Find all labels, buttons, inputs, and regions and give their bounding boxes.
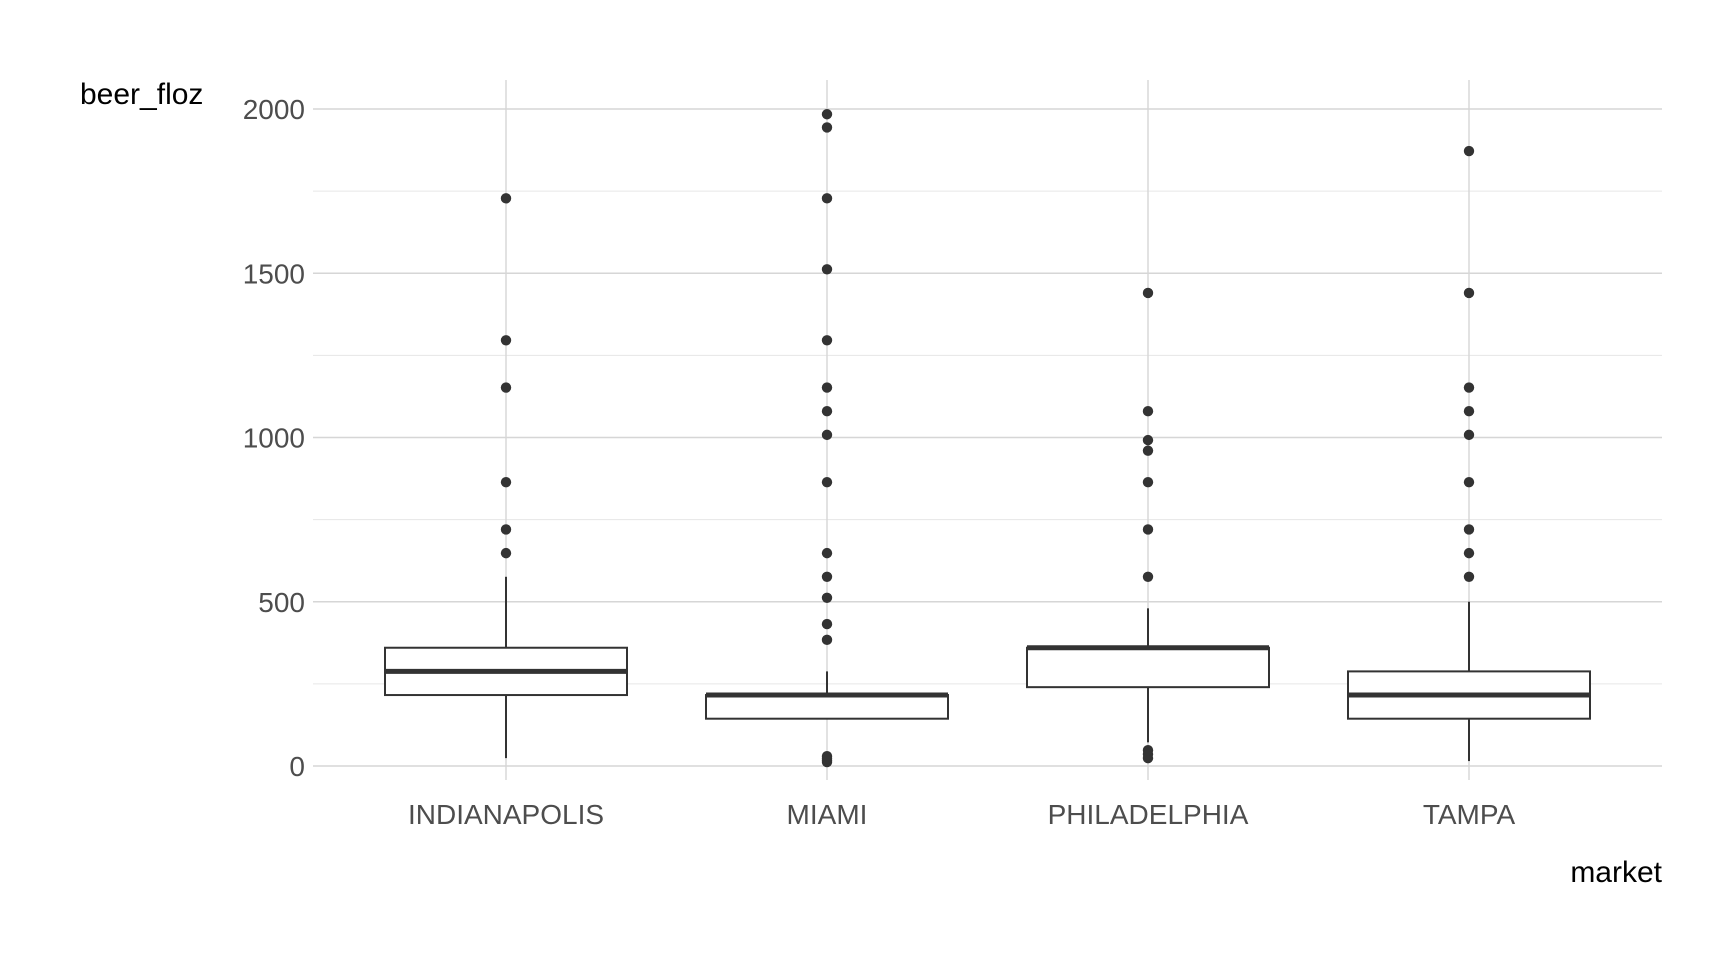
outlier-point bbox=[1463, 382, 1475, 393]
outlier-point bbox=[821, 547, 833, 559]
outlier-point bbox=[821, 571, 833, 582]
outlier-point bbox=[1463, 406, 1475, 417]
outlier-point bbox=[1463, 524, 1475, 535]
outlier-point bbox=[821, 406, 833, 417]
outlier-point bbox=[1463, 429, 1475, 441]
box-group bbox=[1026, 287, 1270, 764]
box-group bbox=[1347, 145, 1591, 762]
outlier-point bbox=[821, 592, 833, 604]
outlier-point bbox=[821, 193, 833, 204]
outlier-point bbox=[500, 524, 512, 535]
x-tick-label: MIAMI bbox=[787, 799, 868, 830]
x-tick-label: INDIANAPOLIS bbox=[408, 799, 604, 830]
outlier-point bbox=[1142, 524, 1154, 535]
outlier-point bbox=[821, 476, 833, 488]
outlier-point bbox=[500, 335, 512, 346]
outlier-point bbox=[821, 109, 833, 120]
x-axis-ticks: INDIANAPOLIS MIAMI PHILADELPHIA TAMPA bbox=[408, 799, 1515, 830]
outlier-point bbox=[500, 193, 512, 204]
outlier-point bbox=[1463, 547, 1475, 559]
outlier-point bbox=[1142, 406, 1154, 417]
y-tick-label: 0 bbox=[289, 751, 305, 782]
box-group bbox=[384, 193, 628, 759]
outlier-point bbox=[821, 382, 833, 393]
box-iqr bbox=[705, 694, 949, 720]
y-axis-ticks: 0 500 1000 1500 2000 bbox=[243, 94, 305, 782]
outlier-point bbox=[1463, 145, 1475, 157]
outlier-point bbox=[500, 547, 512, 559]
box-group bbox=[705, 109, 949, 768]
outlier-point bbox=[821, 634, 833, 646]
x-tick-label: TAMPA bbox=[1423, 799, 1516, 830]
y-tick-label: 2000 bbox=[243, 94, 305, 125]
y-axis-title: beer_floz bbox=[80, 78, 203, 111]
outlier-point bbox=[1142, 434, 1154, 446]
boxes bbox=[384, 109, 1591, 768]
outlier-point bbox=[500, 382, 512, 393]
outlier-point bbox=[1142, 476, 1154, 488]
outlier-point bbox=[821, 750, 833, 762]
y-tick-label: 1000 bbox=[243, 423, 305, 454]
outlier-point bbox=[1142, 287, 1154, 299]
outlier-point bbox=[821, 618, 833, 630]
x-tick-label: PHILADELPHIA bbox=[1048, 799, 1249, 830]
outlier-point bbox=[1463, 476, 1475, 488]
outlier-point bbox=[1463, 287, 1475, 299]
outlier-point bbox=[821, 122, 833, 133]
outlier-point bbox=[1142, 571, 1154, 582]
outlier-point bbox=[1463, 571, 1475, 582]
outlier-point bbox=[1142, 445, 1154, 456]
x-axis-title: market bbox=[1570, 856, 1662, 889]
outlier-point bbox=[821, 429, 833, 441]
outlier-point bbox=[821, 335, 833, 346]
y-tick-label: 1500 bbox=[243, 258, 305, 289]
outlier-point bbox=[1142, 745, 1154, 756]
outlier-point bbox=[821, 264, 833, 275]
box-iqr bbox=[1026, 646, 1270, 689]
outlier-point bbox=[500, 476, 512, 488]
y-tick-label: 500 bbox=[258, 587, 305, 618]
